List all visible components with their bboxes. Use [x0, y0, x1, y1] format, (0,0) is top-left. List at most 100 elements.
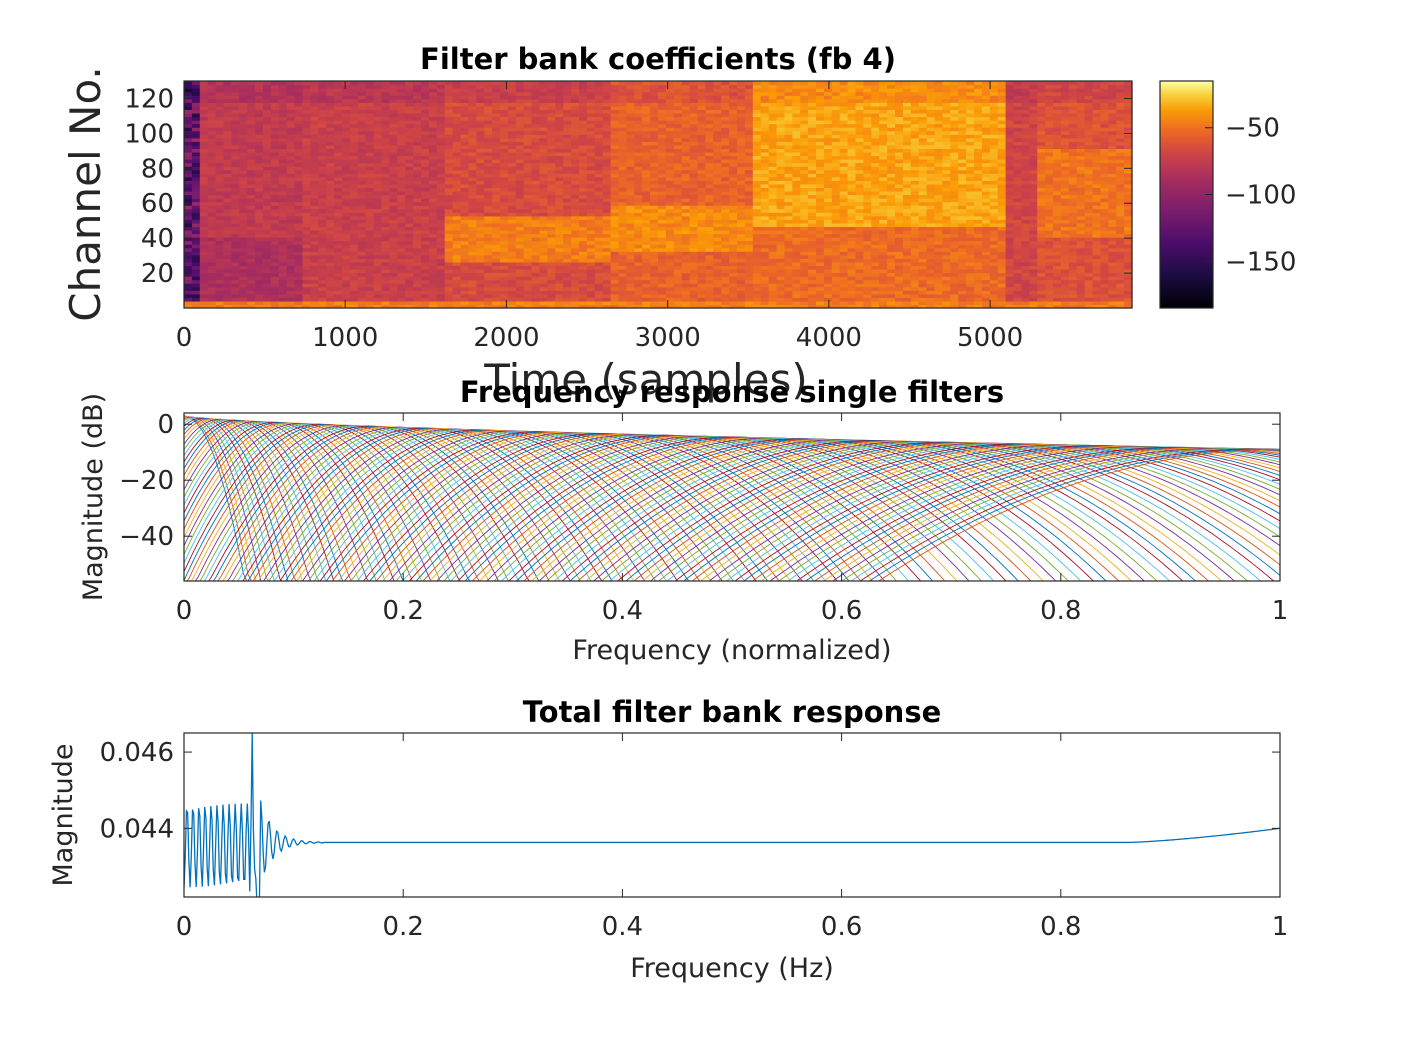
- heatmap-cell: [223, 251, 232, 256]
- heatmap-cell: [184, 251, 193, 256]
- heatmap-cell: [673, 176, 683, 181]
- heatmap-cell: [579, 198, 588, 203]
- heatmap-cell: [895, 244, 904, 249]
- heatmap-cell: [539, 166, 548, 171]
- heatmap-cell: [586, 290, 596, 295]
- heatmap-cell: [579, 180, 588, 185]
- heatmap-cell: [839, 215, 849, 220]
- heatmap-cell: [191, 254, 201, 259]
- heatmap-cell: [278, 194, 288, 199]
- heatmap-cell: [389, 240, 398, 245]
- heatmap-cell: [1060, 219, 1070, 224]
- heatmap-cell: [239, 297, 248, 302]
- heatmap-cell: [989, 183, 999, 189]
- heatmap-cell: [318, 261, 327, 267]
- heatmap-cell: [326, 300, 335, 306]
- heatmap-cell: [594, 283, 604, 288]
- heatmap-cell: [1124, 169, 1133, 174]
- heatmap-cell: [563, 251, 572, 256]
- heatmap-cell: [752, 247, 762, 252]
- heatmap-cell: [1076, 180, 1086, 185]
- heatmap-cell: [981, 194, 991, 199]
- heatmap-cell: [981, 293, 991, 298]
- heatmap-cell: [476, 300, 485, 306]
- heatmap-cell: [594, 198, 604, 203]
- heatmap-cell: [871, 272, 880, 277]
- heatmap-cell: [966, 173, 975, 178]
- heatmap-cell: [650, 208, 659, 213]
- heatmap-cell: [215, 166, 225, 171]
- heatmap-cell: [1021, 276, 1030, 281]
- heatmap-cell: [500, 237, 509, 242]
- heatmap-cell: [823, 226, 833, 231]
- heatmap-cell: [334, 244, 343, 249]
- heatmap-cell: [507, 240, 517, 245]
- heatmap-cell: [286, 290, 296, 295]
- heatmap-cell: [199, 187, 209, 192]
- heatmap-cell: [934, 180, 943, 185]
- heatmap-cell: [191, 300, 201, 306]
- heatmap-cell: [452, 258, 462, 263]
- heatmap-cell: [902, 272, 912, 277]
- heatmap-cell: [895, 208, 904, 213]
- heatmap-cell: [421, 247, 430, 252]
- heatmap-cell: [650, 279, 659, 284]
- heatmap-cell: [847, 265, 857, 270]
- heatmap-cell: [389, 251, 398, 256]
- heatmap-cell: [500, 229, 509, 235]
- heatmap-cell: [302, 212, 311, 217]
- heatmap-cell: [689, 279, 699, 284]
- heatmap-cell: [610, 279, 620, 284]
- heatmap-cell: [373, 201, 383, 206]
- heatmap-cell: [1045, 258, 1054, 263]
- heatmap-cell: [1108, 173, 1117, 178]
- heatmap-cell: [286, 176, 296, 181]
- heatmap-cell: [397, 286, 406, 291]
- heatmap-cell: [1005, 251, 1015, 256]
- heatmap-cell: [1092, 162, 1101, 167]
- heatmap-cell: [823, 233, 833, 238]
- heatmap-cell: [950, 254, 959, 259]
- heatmap-cell: [278, 212, 288, 217]
- heatmap-cell: [239, 226, 248, 231]
- heatmap-cell: [507, 272, 517, 277]
- heatmap-cell: [895, 229, 904, 235]
- heatmap-cell: [910, 237, 920, 242]
- heatmap-cell: [839, 251, 849, 256]
- heatmap-cell: [855, 233, 864, 238]
- heatmap-cell: [1116, 290, 1125, 295]
- heatmap-cell: [673, 169, 683, 174]
- heatmap-cell: [302, 229, 311, 235]
- heatmap-cell: [405, 286, 414, 291]
- heatmap-cell: [507, 187, 517, 192]
- heatmap-cell: [658, 208, 667, 213]
- heatmap-cell: [760, 261, 770, 267]
- heatmap-cell: [310, 268, 319, 274]
- heatmap-cell: [1108, 254, 1117, 259]
- heatmap-cell: [523, 215, 533, 220]
- heatmap-cell: [681, 293, 691, 298]
- heatmap-cell: [768, 265, 778, 270]
- heatmap-cell: [942, 233, 951, 238]
- heatmap-cell: [816, 254, 825, 259]
- heatmap-cell: [729, 276, 738, 281]
- heatmap-cell: [863, 162, 872, 167]
- heatmap-cell: [760, 286, 770, 291]
- heatmap-cell: [452, 290, 462, 295]
- heatmap-cell: [1092, 208, 1101, 213]
- heatmap-cell: [887, 166, 896, 171]
- heatmap-cell: [1060, 244, 1070, 249]
- heatmap-cell: [697, 283, 706, 288]
- heatmap-cell: [247, 166, 256, 171]
- heatmap-cell: [879, 208, 888, 213]
- heatmap-cell: [918, 258, 928, 263]
- heatmap-cell: [1124, 283, 1133, 288]
- heatmap-cell: [1021, 240, 1030, 245]
- heatmap-cell: [658, 279, 667, 284]
- heatmap-cell: [342, 229, 351, 235]
- heatmap-cell: [863, 300, 872, 306]
- heatmap-cell: [247, 183, 256, 189]
- heatmap-cell: [373, 162, 383, 167]
- heatmap-cell: [539, 293, 548, 298]
- heatmap-cell: [247, 215, 256, 220]
